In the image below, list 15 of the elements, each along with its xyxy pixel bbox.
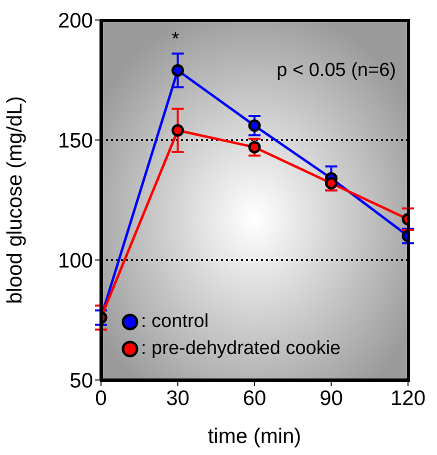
y-tick-label: 100 — [58, 249, 93, 272]
legend-label: : pre-dehydrated cookie — [141, 337, 341, 361]
y-tick-label: 150 — [58, 129, 93, 152]
legend-label: : control — [141, 310, 209, 334]
y-tick-label: 50 — [70, 369, 93, 392]
x-tick-label: 120 — [390, 386, 426, 410]
x-tick-label: 0 — [95, 386, 107, 410]
y-tick-label: 200 — [58, 9, 93, 32]
y-axis-title: blood glucose (mg/dL) — [3, 96, 26, 304]
annotation: p < 0.05 (n=6) — [276, 60, 396, 82]
x-tick-label: 60 — [242, 386, 266, 410]
x-tick-label: 30 — [166, 386, 190, 410]
annotation: * — [172, 29, 180, 51]
x-axis-title: time (min) — [208, 425, 302, 448]
x-tick-label: 90 — [320, 386, 343, 410]
